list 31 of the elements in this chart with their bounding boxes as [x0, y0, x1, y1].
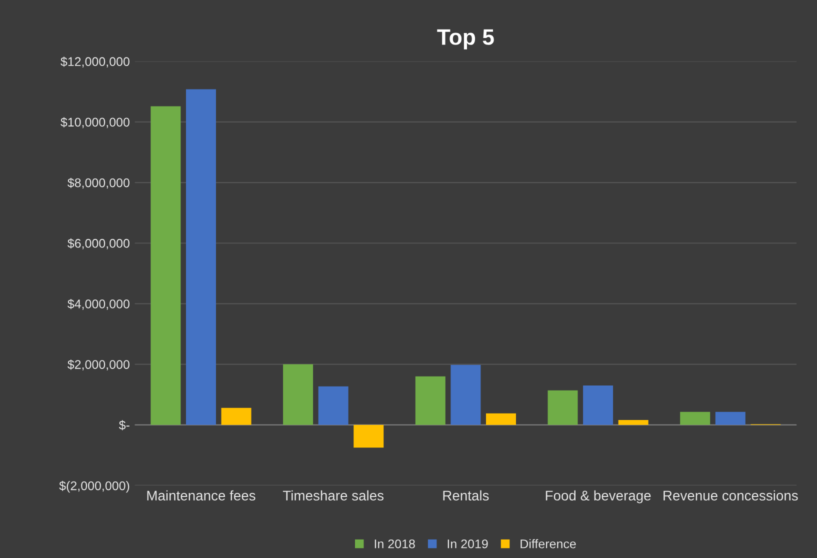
bar	[318, 386, 348, 425]
bar	[415, 376, 446, 425]
bar	[354, 424, 384, 448]
bar	[715, 412, 746, 425]
y-tick-label: $6,000,000	[68, 238, 130, 250]
bar	[618, 420, 648, 425]
x-tick-label: Rentals	[443, 490, 489, 501]
bar	[680, 412, 710, 425]
y-tick-label: $8,000,000	[68, 178, 130, 189]
chart-title: Top 5	[437, 29, 494, 50]
bar	[221, 408, 252, 425]
bar	[583, 386, 614, 425]
y-tick-label: $2,000,000	[68, 360, 130, 370]
bar	[283, 364, 314, 425]
y-tick-label: $(2,000,000)	[59, 480, 130, 493]
legend-label: In 2018	[374, 539, 415, 548]
bar	[150, 106, 181, 425]
y-tick-label: $12,000,000	[60, 56, 130, 68]
bar	[486, 413, 516, 425]
x-tick-label: Revenue concessions	[664, 490, 798, 501]
bar	[186, 89, 216, 425]
bar	[450, 364, 481, 425]
y-tick-label: $10,000,000	[60, 117, 130, 128]
x-tick-label: Food & beverage	[546, 490, 651, 504]
legend-label: In 2019	[448, 539, 488, 548]
y-tick-label: $-	[118, 420, 130, 430]
y-tick-label: $4,000,000	[68, 298, 130, 310]
legend-label: Difference	[520, 539, 576, 548]
bar	[548, 390, 578, 425]
x-tick-label: Maintenance fees	[147, 490, 256, 501]
x-tick-label: Timeshare sales	[282, 490, 384, 501]
